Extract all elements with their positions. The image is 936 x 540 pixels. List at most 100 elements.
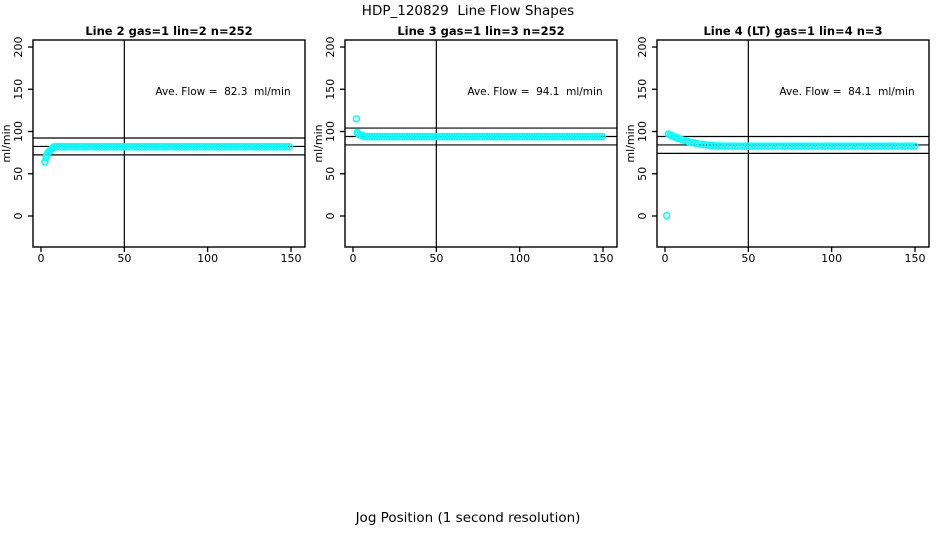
data-point bbox=[662, 211, 671, 220]
y-tick-label: 50 bbox=[324, 167, 337, 181]
data-point bbox=[520, 132, 529, 141]
data-point bbox=[108, 142, 116, 151]
data-point bbox=[275, 142, 284, 151]
data-point bbox=[428, 132, 436, 141]
x-axis-label: Jog Position (1 second resolution) bbox=[355, 510, 581, 526]
data-point bbox=[588, 132, 596, 141]
data-point bbox=[205, 142, 214, 151]
data-point bbox=[153, 142, 161, 151]
data-point bbox=[93, 142, 101, 151]
data-point bbox=[553, 132, 561, 141]
x-tick-label: 0 bbox=[350, 252, 357, 265]
data-point bbox=[478, 132, 486, 141]
data-point bbox=[550, 132, 559, 141]
data-point bbox=[418, 132, 426, 141]
data-point bbox=[443, 132, 451, 141]
data-point bbox=[215, 142, 224, 151]
data-point bbox=[510, 132, 519, 141]
data-point bbox=[568, 132, 576, 141]
x-tick-label: 150 bbox=[281, 252, 302, 265]
data-point bbox=[190, 142, 199, 151]
data-point bbox=[415, 132, 424, 141]
data-point bbox=[163, 142, 171, 151]
data-point bbox=[538, 132, 546, 141]
y-tick-label: 150 bbox=[12, 79, 25, 100]
data-point bbox=[128, 142, 136, 151]
x-tick-label: 100 bbox=[821, 252, 842, 265]
data-point bbox=[383, 132, 391, 141]
data-point bbox=[125, 142, 134, 151]
data-point bbox=[115, 142, 124, 151]
data-point bbox=[390, 132, 399, 141]
data-point bbox=[155, 142, 164, 151]
data-point bbox=[573, 132, 581, 141]
data-point bbox=[160, 142, 169, 151]
data-point bbox=[233, 142, 241, 151]
data-point bbox=[518, 132, 526, 141]
data-point bbox=[213, 142, 221, 151]
plot-box bbox=[344, 39, 618, 248]
data-point bbox=[113, 142, 121, 151]
data-point bbox=[235, 142, 244, 151]
y-tick-label: 150 bbox=[636, 79, 649, 100]
data-point bbox=[498, 132, 506, 141]
data-point bbox=[273, 142, 281, 151]
y-tick-label: 150 bbox=[324, 79, 337, 100]
y-axis-label: ml/min bbox=[624, 124, 637, 162]
data-point bbox=[525, 132, 534, 141]
x-tick-label: 100 bbox=[509, 252, 530, 265]
data-point bbox=[677, 135, 686, 144]
data-point bbox=[398, 132, 406, 141]
data-point bbox=[208, 142, 216, 151]
data-point bbox=[378, 132, 386, 141]
x-tick-label: 150 bbox=[593, 252, 614, 265]
subplot-line4-chart: Line 4 (LT) gas=1 lin=4 n=3 0 50 100 150 0 50 1… bbox=[624, 24, 930, 265]
x-tick-label: 50 bbox=[429, 252, 443, 265]
x-tick-label: 50 bbox=[117, 252, 131, 265]
data-point bbox=[598, 132, 606, 141]
data-point bbox=[283, 142, 291, 151]
data-point bbox=[533, 132, 541, 141]
data-point bbox=[53, 142, 61, 151]
data-point bbox=[80, 142, 89, 151]
subplot-title: Line 2 gas=1 lin=2 n=252 bbox=[85, 24, 252, 38]
data-point bbox=[373, 132, 381, 141]
data-point bbox=[63, 142, 71, 151]
data-point bbox=[88, 142, 96, 151]
data-point bbox=[183, 142, 191, 151]
data-point bbox=[548, 132, 556, 141]
subplot-line3: Line 3 gas=1 lin=3 n=252 0 50 100 150 0 50 100 1… bbox=[312, 0, 624, 270]
data-point bbox=[380, 132, 389, 141]
plot-box bbox=[656, 39, 930, 248]
data-point bbox=[480, 132, 489, 141]
data-point bbox=[523, 132, 531, 141]
data-point bbox=[468, 132, 476, 141]
data-point bbox=[545, 132, 554, 141]
data-point bbox=[173, 142, 181, 151]
data-point bbox=[110, 142, 119, 151]
data-point bbox=[195, 142, 204, 151]
y-tick-label: 100 bbox=[636, 121, 649, 142]
data-point bbox=[198, 142, 206, 151]
data-point bbox=[118, 142, 126, 151]
data-point bbox=[450, 132, 459, 141]
data-point bbox=[578, 132, 586, 141]
data-point bbox=[85, 142, 94, 151]
data-point bbox=[138, 142, 146, 151]
data-point bbox=[593, 132, 601, 141]
data-point bbox=[453, 132, 461, 141]
data-point bbox=[220, 142, 229, 151]
data-point bbox=[500, 132, 509, 141]
data-point bbox=[145, 142, 154, 151]
data-point bbox=[445, 132, 454, 141]
data-point bbox=[243, 142, 251, 151]
data-point bbox=[258, 142, 266, 151]
data-point bbox=[223, 142, 231, 151]
data-point bbox=[485, 132, 494, 141]
data-point bbox=[570, 132, 579, 141]
data-point bbox=[280, 142, 289, 151]
data-point bbox=[185, 142, 194, 151]
data-point bbox=[580, 132, 589, 141]
data-point bbox=[103, 142, 111, 151]
data-point bbox=[403, 132, 411, 141]
